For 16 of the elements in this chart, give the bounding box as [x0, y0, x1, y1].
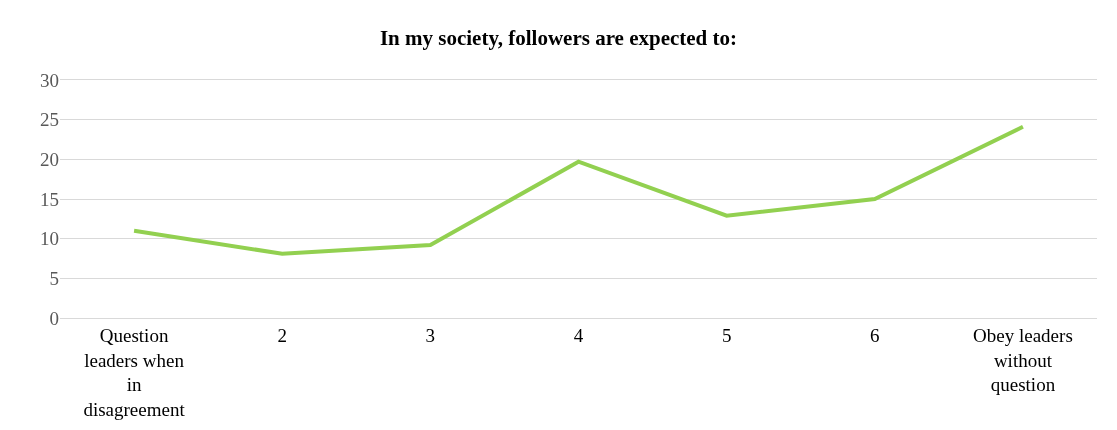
- x-tick-label: Question leaders when in disagreement: [83, 324, 186, 420]
- x-tick-label: 4: [573, 324, 584, 346]
- line-series: [132, 124, 1025, 256]
- y-tick-label: 10: [40, 228, 59, 250]
- x-tick-label: 2: [277, 324, 287, 346]
- x-tick-label: 6: [870, 324, 880, 346]
- chart-title: In my society, followers are expected to:: [379, 25, 738, 50]
- y-tick-label: 30: [40, 69, 59, 91]
- y-tick-label: 15: [40, 188, 59, 210]
- x-tick-label: 3: [425, 324, 436, 346]
- x-tick-label: 5: [721, 324, 732, 346]
- y-tick-label: 0: [49, 307, 59, 329]
- y-tick-label: 5: [49, 267, 59, 289]
- y-tick-label: 20: [40, 148, 59, 170]
- y-tick-label: 25: [40, 109, 59, 131]
- x-tick-label: Obey leaders without question: [973, 324, 1073, 396]
